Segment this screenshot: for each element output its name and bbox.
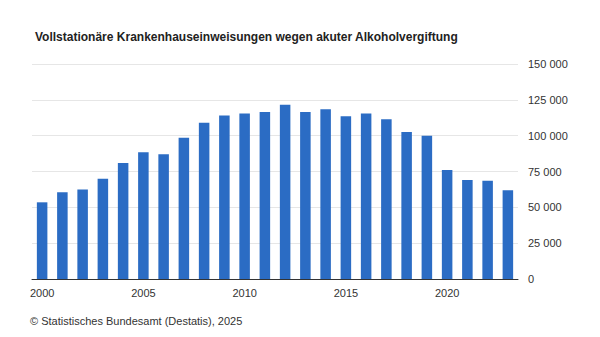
svg-text:Vollstationäre Krankenhauseinw: Vollstationäre Krankenhauseinweisungen w… [35,30,458,44]
svg-text:2005: 2005 [131,287,155,299]
svg-text:100 000: 100 000 [528,130,568,142]
svg-text:2010: 2010 [232,287,256,299]
svg-text:25 000: 25 000 [528,237,562,249]
svg-text:50 000: 50 000 [528,201,562,213]
svg-text:125 000: 125 000 [528,94,568,106]
svg-text:2020: 2020 [435,287,459,299]
svg-text:2000: 2000 [30,287,54,299]
svg-text:© Statistisches Bundesamt (Des: © Statistisches Bundesamt (Destatis), 20… [30,315,242,327]
svg-text:2015: 2015 [334,287,358,299]
svg-text:0: 0 [528,273,534,285]
svg-text:75 000: 75 000 [528,166,562,178]
svg-text:150 000: 150 000 [528,58,568,70]
